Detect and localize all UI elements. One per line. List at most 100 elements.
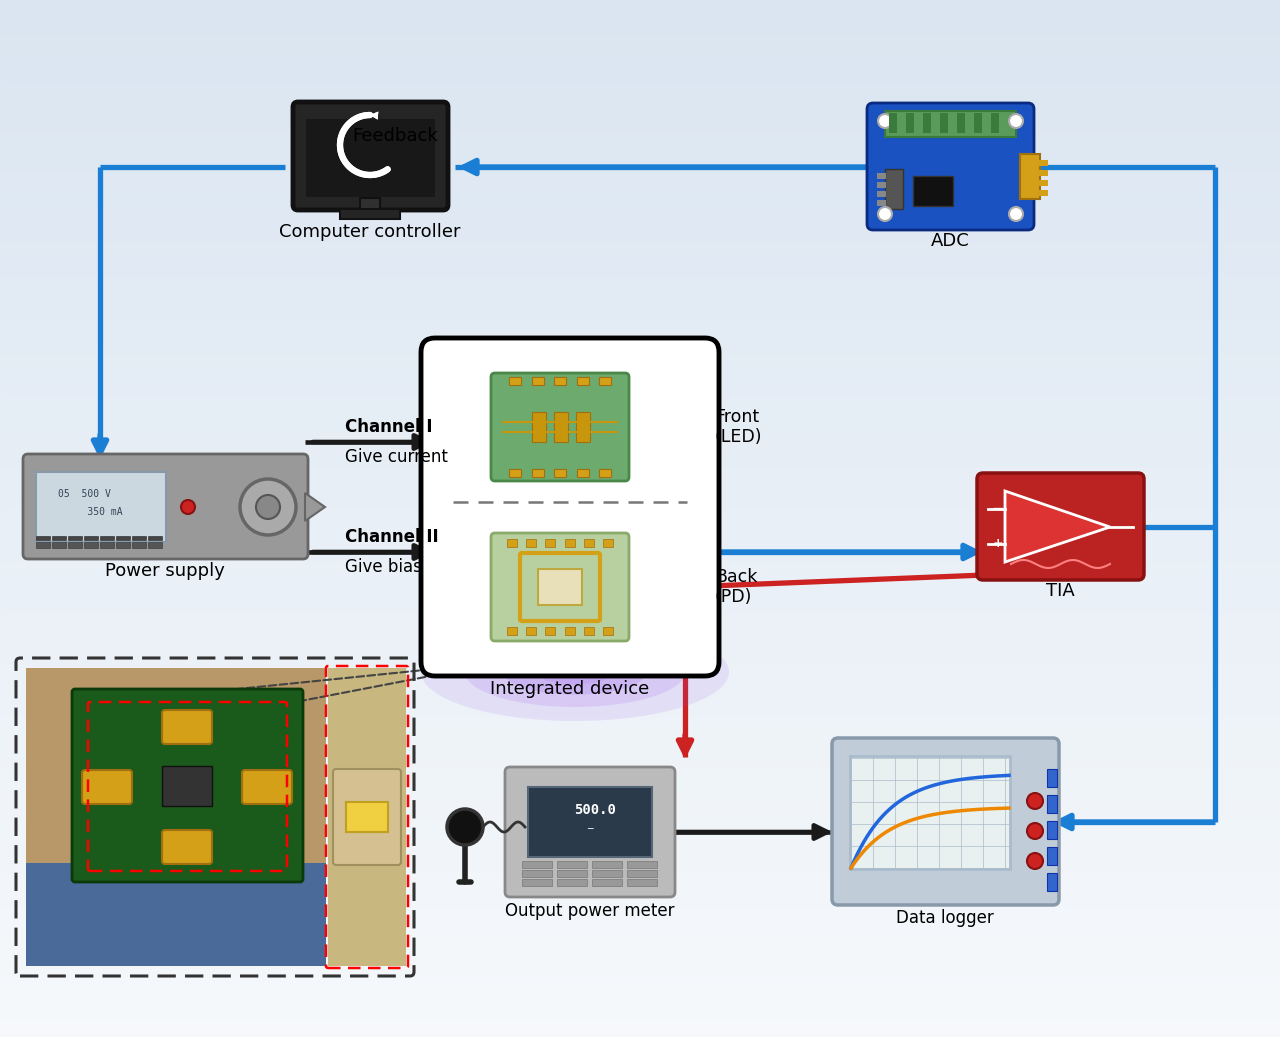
Bar — [0, 311, 1280, 319]
Circle shape — [878, 207, 892, 221]
Bar — [0, 744, 1280, 752]
Bar — [0, 933, 1280, 942]
Bar — [0, 52, 1280, 60]
Bar — [0, 510, 1280, 518]
Bar — [538, 569, 582, 605]
Bar — [0, 233, 1280, 242]
Bar — [0, 726, 1280, 734]
Bar — [132, 536, 146, 540]
Bar — [100, 542, 114, 548]
Text: +: + — [993, 536, 1004, 550]
Bar — [340, 209, 399, 219]
Bar — [0, 544, 1280, 553]
Circle shape — [1009, 114, 1023, 128]
Bar — [132, 542, 146, 548]
FancyBboxPatch shape — [72, 689, 303, 882]
Bar — [0, 484, 1280, 493]
Bar — [554, 469, 566, 477]
Bar — [0, 164, 1280, 173]
Bar — [0, 389, 1280, 397]
Bar — [306, 119, 435, 197]
Bar — [522, 879, 552, 886]
Bar — [84, 542, 99, 548]
Bar — [84, 536, 99, 540]
Bar — [0, 804, 1280, 812]
Bar — [913, 176, 954, 206]
Bar — [564, 627, 575, 635]
Text: 500.0: 500.0 — [573, 803, 616, 817]
FancyBboxPatch shape — [82, 770, 132, 804]
Bar — [627, 870, 657, 877]
Ellipse shape — [465, 637, 685, 707]
Bar — [529, 787, 652, 857]
Bar — [0, 475, 1280, 484]
Bar — [0, 838, 1280, 847]
Bar — [627, 861, 657, 868]
Bar — [591, 879, 622, 886]
Bar — [0, 259, 1280, 268]
Bar — [0, 1003, 1280, 1011]
Bar — [360, 198, 380, 213]
Bar — [507, 627, 517, 635]
Circle shape — [447, 809, 483, 845]
Bar — [0, 34, 1280, 44]
Bar — [0, 95, 1280, 104]
Bar — [940, 113, 948, 133]
Text: Data logger: Data logger — [896, 909, 993, 927]
Bar — [0, 190, 1280, 199]
Bar — [0, 268, 1280, 277]
Bar — [0, 925, 1280, 933]
Bar — [36, 542, 50, 548]
Bar — [0, 207, 1280, 216]
Bar — [0, 778, 1280, 786]
FancyBboxPatch shape — [23, 454, 308, 559]
Bar — [0, 156, 1280, 164]
Bar — [0, 708, 1280, 718]
Bar — [0, 847, 1280, 856]
Bar — [576, 469, 589, 477]
Bar — [0, 381, 1280, 389]
Bar — [0, 277, 1280, 285]
Bar — [0, 60, 1280, 69]
Bar — [100, 536, 114, 540]
Bar — [148, 542, 163, 548]
Bar — [0, 69, 1280, 78]
FancyBboxPatch shape — [492, 373, 628, 481]
Bar — [68, 536, 82, 540]
Bar — [0, 873, 1280, 881]
Bar — [554, 412, 568, 442]
Circle shape — [256, 495, 280, 518]
Bar — [0, 242, 1280, 251]
Bar — [0, 415, 1280, 423]
Bar — [545, 539, 556, 546]
Text: Feedback: Feedback — [352, 127, 438, 145]
Text: Front
(LED): Front (LED) — [716, 408, 763, 446]
Bar — [0, 579, 1280, 588]
Bar — [0, 830, 1280, 838]
Bar — [0, 78, 1280, 86]
Bar — [0, 371, 1280, 381]
Circle shape — [241, 479, 296, 535]
Bar — [0, 423, 1280, 432]
Text: 05  500 V: 05 500 V — [58, 489, 111, 499]
Bar — [991, 113, 998, 133]
Bar — [346, 802, 388, 832]
Bar — [1047, 847, 1057, 865]
Bar — [0, 518, 1280, 527]
Bar — [554, 377, 566, 385]
Bar — [576, 377, 589, 385]
Bar — [0, 441, 1280, 449]
Bar — [923, 113, 931, 133]
Bar — [0, 397, 1280, 407]
Bar — [877, 173, 886, 179]
Bar — [0, 147, 1280, 156]
Bar — [522, 861, 552, 868]
Bar — [0, 692, 1280, 700]
Circle shape — [1009, 207, 1023, 221]
Bar — [0, 734, 1280, 744]
Bar — [0, 337, 1280, 345]
FancyBboxPatch shape — [977, 473, 1144, 580]
Bar — [0, 285, 1280, 293]
Bar — [599, 469, 611, 477]
Bar — [603, 627, 613, 635]
